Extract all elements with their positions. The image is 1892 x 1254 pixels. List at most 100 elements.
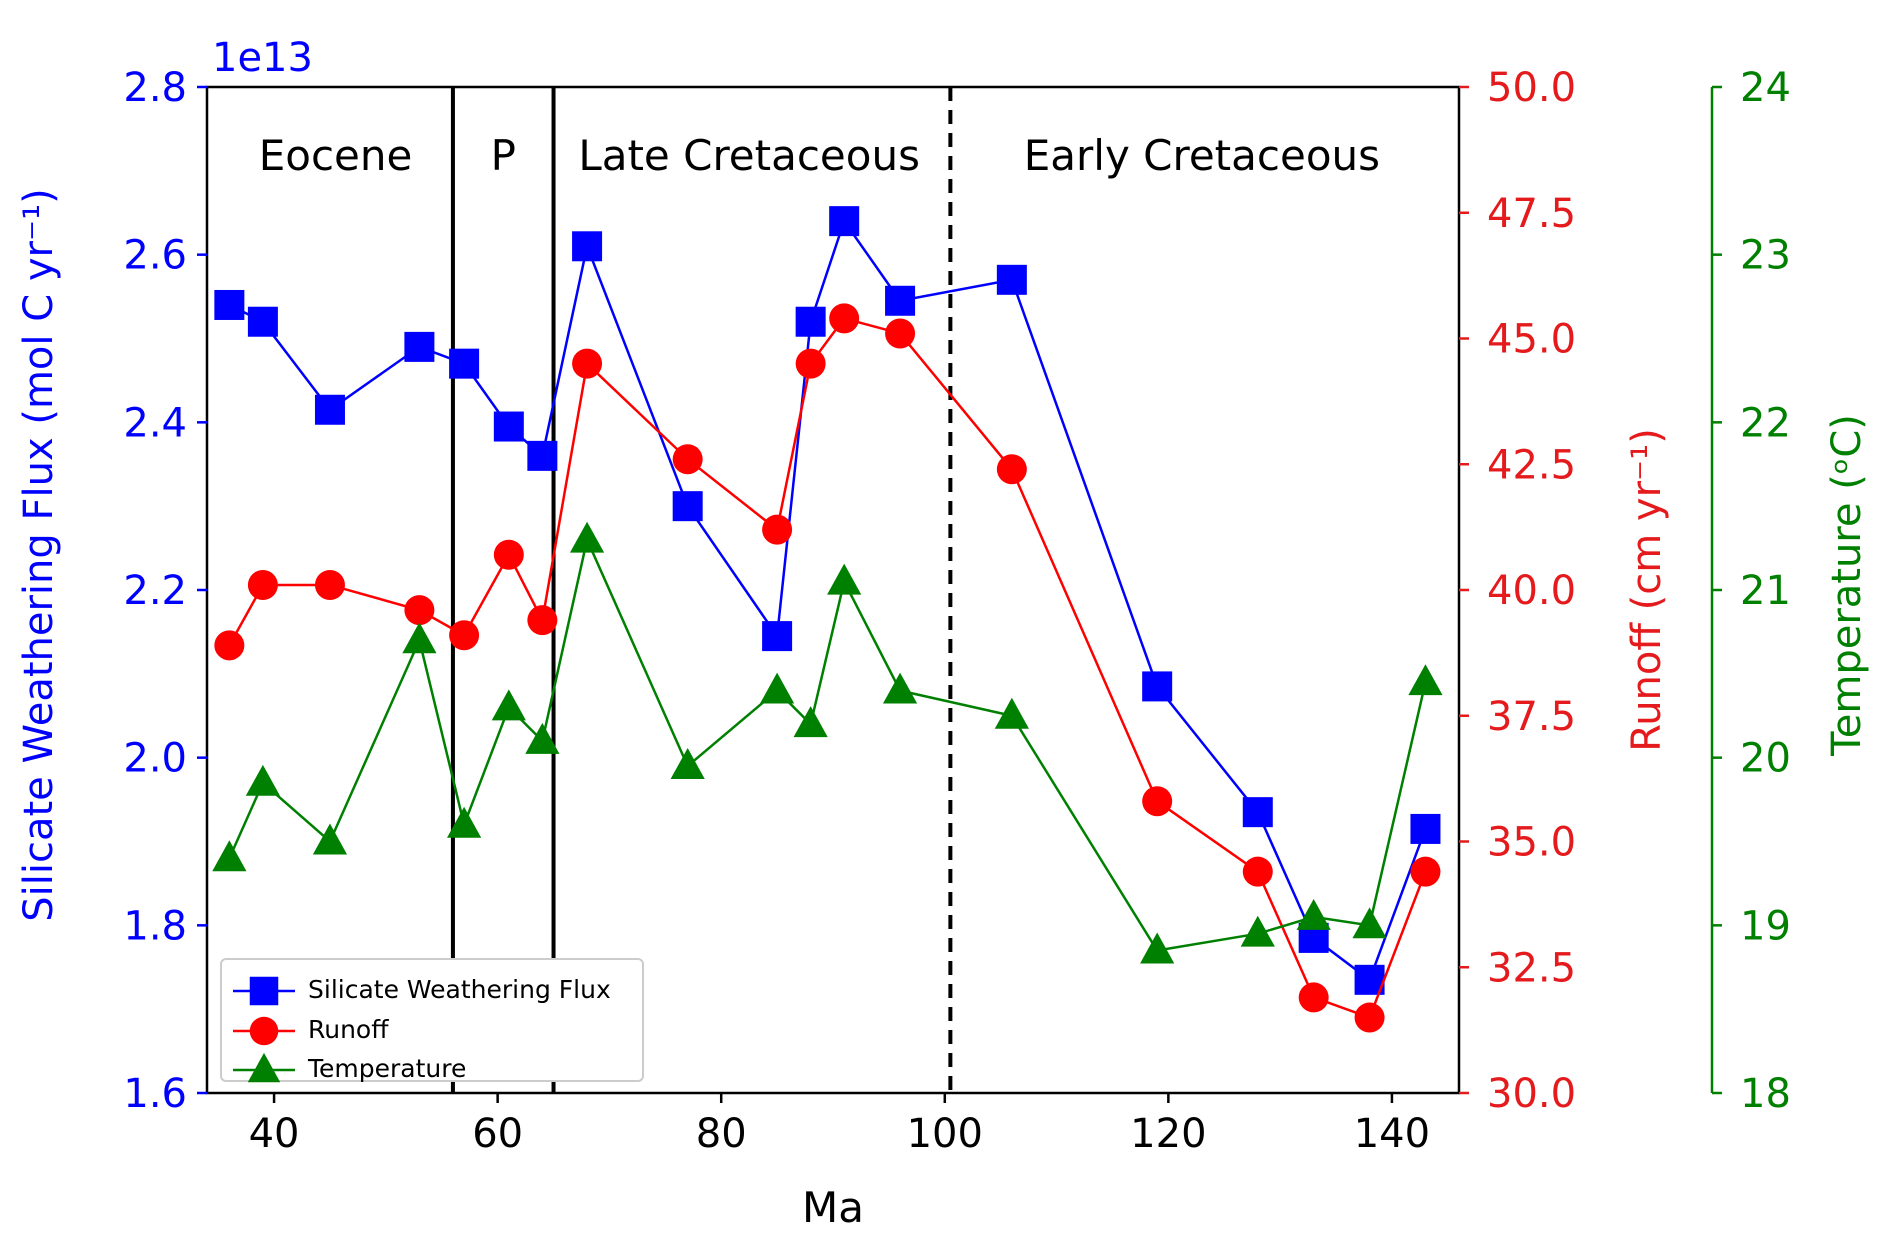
silicate-weathering-flux-point-11: [795, 306, 826, 337]
runoff-point-9: [672, 444, 703, 475]
runoff-point-12: [829, 303, 860, 334]
x-tick-label-40: 40: [249, 1111, 300, 1157]
runoff-point-2: [247, 569, 278, 600]
temp-tick-label-23: 23: [1740, 233, 1791, 279]
temperature-point-12: [827, 563, 862, 595]
era-label-4: Early Cretaceous: [1024, 131, 1380, 180]
temperature-point-14: [994, 697, 1029, 729]
temperature-point-15: [1140, 932, 1175, 964]
runoff-point-19: [1410, 856, 1441, 887]
era-label-2: P: [491, 131, 516, 180]
silicate-weathering-flux-point-1: [214, 289, 245, 320]
flux-tick-label-2.2: 2.2: [123, 568, 187, 614]
temperature-point-16: [1240, 915, 1275, 947]
legend-label-silicate-weathering-flux: Silicate Weathering Flux: [308, 975, 611, 1004]
runoff-tick-label-30.0: 30.0: [1487, 1071, 1576, 1117]
temp-tick-label-21: 21: [1740, 568, 1791, 614]
legend-box: [220, 958, 644, 1082]
x-tick-label-120: 120: [1130, 1111, 1206, 1157]
runoff-point-4: [404, 595, 435, 626]
x-tick-label-80: 80: [696, 1111, 747, 1157]
runoff-point-3: [314, 569, 345, 600]
temperature-point-17: [1296, 898, 1331, 930]
silicate-weathering-flux-point-12: [829, 206, 860, 237]
runoff-point-6: [493, 539, 524, 570]
legend-marker-runoff: [249, 1016, 279, 1046]
flux-tick-label-2.6: 2.6: [123, 233, 187, 279]
temperature-point-1: [212, 840, 247, 872]
temperature-point-19: [1408, 664, 1443, 696]
temperature-point-9: [670, 748, 705, 780]
era-label-3: Late Cretaceous: [578, 131, 920, 180]
temp-tick-label-19: 19: [1740, 903, 1791, 949]
temperature-point-7: [525, 722, 560, 754]
silicate-weathering-flux-point-15: [1142, 671, 1173, 702]
runoff-tick-label-50.0: 50.0: [1487, 65, 1576, 111]
runoff-point-14: [996, 454, 1027, 485]
silicate-weathering-flux-point-9: [672, 491, 703, 522]
temperature-point-3: [312, 823, 348, 855]
temperature-point-13: [882, 672, 918, 704]
flux-axis-title: Silicate Weathering Flux (mol C yr⁻¹): [16, 188, 62, 921]
silicate-weathering-flux-point-6: [493, 411, 524, 442]
silicate-weathering-flux-point-7: [527, 440, 558, 471]
runoff-point-18: [1354, 1002, 1385, 1033]
flux-tick-label-2.8: 2.8: [123, 65, 187, 111]
x-tick-label-100: 100: [907, 1111, 983, 1157]
x-axis-title: Ma: [802, 1183, 864, 1232]
flux-offset-label: 1e13: [212, 35, 313, 81]
legend-label-runoff: Runoff: [308, 1015, 389, 1044]
runoff-point-10: [762, 514, 793, 545]
temp-tick-label-20: 20: [1740, 736, 1791, 782]
silicate-weathering-flux-point-3: [314, 394, 345, 425]
runoff-point-7: [527, 605, 558, 636]
era-boundaries: [450, 87, 953, 1093]
runoff-point-13: [885, 318, 916, 349]
runoff-point-11: [795, 348, 826, 379]
silicate-weathering-flux-point-14: [996, 264, 1027, 295]
temp-tick-label-22: 22: [1740, 400, 1791, 446]
silicate-weathering-flux-point-2: [247, 306, 278, 337]
flux-tick-label-2.4: 2.4: [123, 400, 187, 446]
runoff-axis-title: Runoff (cm yr⁻¹): [1624, 428, 1670, 752]
temp-tick-label-24: 24: [1740, 65, 1791, 111]
runoff-tick-label-32.5: 32.5: [1487, 945, 1576, 991]
x-tick-label-140: 140: [1354, 1111, 1430, 1157]
temperature-point-4: [402, 622, 437, 654]
axes-layer: 40 60 80 100 120 140 Ma 1.6 1.8 2.0 2.2 2.4 2.6 2.8 30…: [16, 35, 1870, 1232]
temperature-point-5: [447, 806, 482, 838]
legend-marker-silicate-weathering-flux: [249, 976, 279, 1006]
runoff-point-17: [1298, 982, 1329, 1013]
silicate-weathering-flux-point-16: [1242, 797, 1273, 828]
runoff-tick-label-45.0: 45.0: [1487, 317, 1576, 363]
temp-tick-label-18: 18: [1740, 1071, 1791, 1117]
runoff-tick-label-37.5: 37.5: [1487, 694, 1576, 740]
runoff-point-1: [214, 630, 245, 661]
temp-axis-title: Temperature (ᵒC): [1824, 414, 1870, 757]
legend-marker-temperature: [247, 1052, 281, 1083]
silicate-weathering-flux-point-10: [762, 621, 793, 652]
silicate-weathering-flux-point-13: [885, 285, 916, 316]
flux-tick-label-1.6: 1.6: [123, 1071, 187, 1117]
era-labels: Eocene P Late Cretaceous Early Cretaceous: [259, 131, 1380, 180]
flux-tick-label-1.8: 1.8: [123, 903, 187, 949]
temperature-point-8: [569, 521, 605, 553]
flux-tick-label-2.0: 2.0: [123, 736, 187, 782]
silicate-weathering-flux-point-19: [1410, 813, 1441, 844]
runoff-tick-label-35.0: 35.0: [1487, 820, 1576, 866]
series-layer: [212, 206, 1443, 1033]
legend-label-temperature: Temperature: [307, 1054, 466, 1083]
runoff-point-8: [572, 348, 603, 379]
runoff-tick-label-47.5: 47.5: [1487, 191, 1576, 237]
temperature-point-6: [491, 689, 526, 721]
runoff-tick-label-42.5: 42.5: [1487, 442, 1576, 488]
temperature-point-10: [760, 672, 795, 704]
runoff-point-5: [449, 620, 480, 651]
runoff-point-16: [1242, 856, 1273, 887]
legend: Silicate Weathering Flux Runoff Temperatur…: [220, 958, 644, 1083]
x-tick-label-60: 60: [472, 1111, 523, 1157]
silicate-weathering-flux-point-8: [572, 231, 603, 262]
temperature-point-11: [793, 706, 828, 738]
runoff-tick-label-40.0: 40.0: [1487, 568, 1576, 614]
